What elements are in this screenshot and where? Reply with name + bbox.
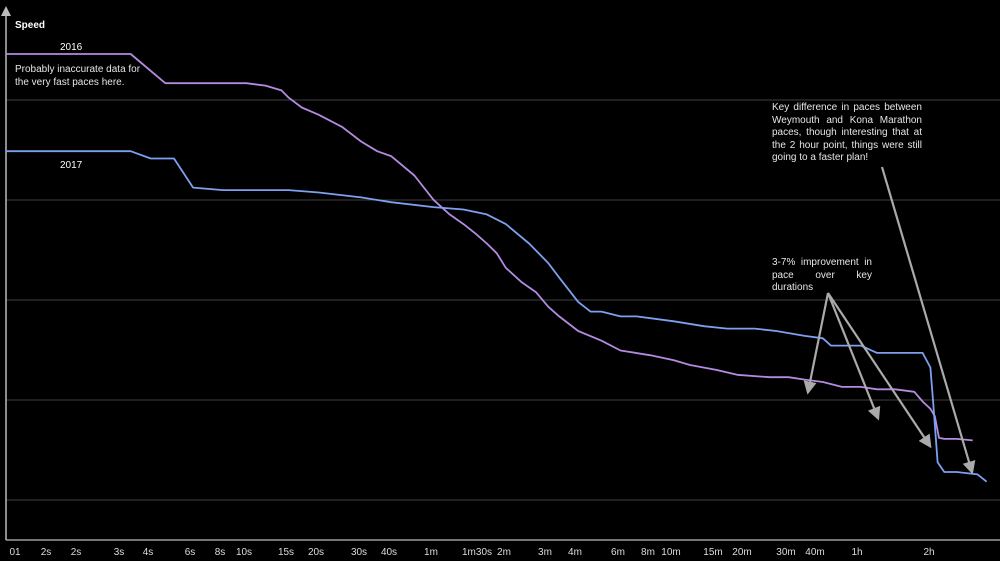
x-tick-label: 3m <box>538 547 552 558</box>
x-tick-label: 6m <box>611 547 625 558</box>
x-tick-label: 2s <box>71 547 82 558</box>
series-label-2017: 2017 <box>60 160 83 171</box>
annotation-arrow-1 <box>826 292 881 421</box>
gridlines <box>6 99 1000 501</box>
annotation-key-difference: Key difference in paces between Weymouth… <box>772 102 922 163</box>
x-tick-label: 10s <box>236 547 252 558</box>
y-axis-arrow-icon <box>1 6 11 16</box>
x-tick-label: 30s <box>351 547 367 558</box>
x-tick-label: 4m <box>568 547 582 558</box>
x-tick-label: 2m <box>497 547 511 558</box>
x-tick-label: 30m <box>776 547 795 558</box>
x-tick-label: 01 <box>9 547 21 558</box>
x-tick-label: 40m <box>805 547 824 558</box>
x-tick-label: 2s <box>41 547 52 558</box>
x-tick-label: 4s <box>143 547 154 558</box>
x-tick-label: 6s <box>185 547 196 558</box>
x-tick-labels: 01 2s 2s 3s 4s 6s 8s 10s 15s 20s 30s 40s 1m 1m30s 2m 3m… <box>9 547 934 558</box>
x-tick-label: 8m <box>641 547 655 558</box>
series-label-2016: 2016 <box>60 42 83 53</box>
x-tick-label: 1h <box>851 547 862 558</box>
annotation-arrows <box>803 166 976 475</box>
annotation-arrow-2 <box>827 292 932 449</box>
x-tick-label: 8s <box>215 547 226 558</box>
annotation-fast-paces: Probably inaccurate data for the very fa… <box>15 64 141 88</box>
x-tick-label: 1m30s <box>462 547 492 558</box>
x-tick-label: 1m <box>424 547 438 558</box>
annotation-improvement: 3-7% improvement in pace over key durati… <box>772 257 872 293</box>
annotation-arrow-3 <box>880 166 976 475</box>
x-tick-label: 40s <box>381 547 397 558</box>
x-tick-label: 20m <box>732 547 751 558</box>
x-tick-label: 20s <box>308 547 324 558</box>
axes <box>1 6 1000 541</box>
y-axis-label: Speed <box>15 20 46 31</box>
series-line-2017 <box>6 150 988 483</box>
x-tick-label: 3s <box>114 547 125 558</box>
annotation-arrow-0 <box>803 292 830 395</box>
x-tick-label: 10m <box>661 547 680 558</box>
x-tick-label: 2h <box>923 547 934 558</box>
x-tick-label: 15s <box>278 547 294 558</box>
x-tick-label: 15m <box>703 547 722 558</box>
